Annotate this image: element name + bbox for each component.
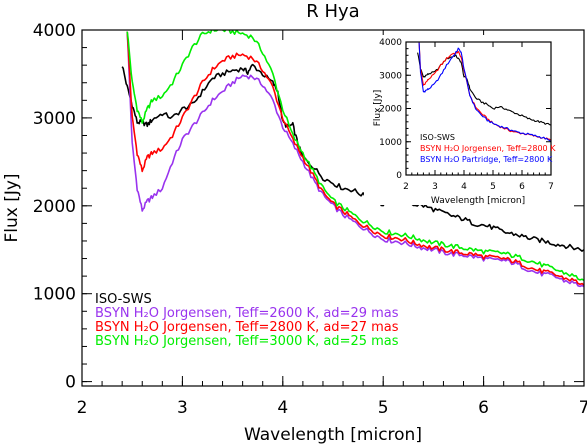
inset-series-group [417,42,551,143]
x-tick-label: 2 [403,182,409,192]
legend-entry-0: ISO-SWS [420,133,455,142]
y-tick-label: 4000 [33,21,76,41]
series-line-2 [418,42,551,143]
chart-title: R Hya [306,1,359,22]
main-plot-frame [81,29,585,387]
y-tick-label: 2000 [379,105,402,115]
series-line-1 [126,31,584,288]
inset-x-ticks: 2 3 4 5 6 7 [403,42,554,192]
series-line-3 [126,30,584,282]
x-tick-label: 3 [177,398,188,418]
legend-entry-2: BSYN H₂O Partridge, Teff=2800 K [420,155,553,164]
y-tick-label: 1000 [33,285,76,305]
series-line-2 [126,31,584,286]
x-tick-label: 7 [579,398,587,418]
main-plot-area: 2 3 4 5 6 7 0 1000 2000 3000 4000 [33,21,587,418]
legend-entry-3: BSYN H₂O Jorgensen, Teff=3000 K, ad=25 m… [95,334,399,349]
legend-entry-1: BSYN H₂O Jorgensen, Teff=2800 K [420,144,556,153]
x-tick-label: 4 [277,398,288,418]
x-tick-label: 6 [478,398,489,418]
x-tick-label: 7 [548,182,554,192]
y-tick-label: 1000 [379,138,402,148]
inset-y-axis-title: Flux [Jy] [373,90,383,127]
inset-x-axis-title: Wavelength [micron] [431,196,525,206]
legend-entry-0: ISO-SWS [95,292,152,307]
x-tick-label: 5 [378,398,389,418]
legend-entry-1: BSYN H₂O Jorgensen, Teff=2600 K, ad=29 m… [95,306,399,321]
y-tick-label: 4000 [379,38,402,48]
x-tick-label: 3 [432,182,438,192]
series-line-0 [121,63,584,252]
y-tick-label: 3000 [379,71,402,81]
x-tick-label: 5 [490,182,496,192]
x-axis-title: Wavelength [micron] [244,425,422,445]
inset-background [364,35,574,205]
main-x-ticks: 2 3 4 5 6 7 [77,30,587,418]
main-y-ticks: 0 1000 2000 3000 4000 [33,21,584,393]
x-tick-label: 2 [77,398,88,418]
y-tick-label: 3000 [33,109,76,129]
main-series-group [121,30,584,288]
legend-entry-2: BSYN H₂O Jorgensen, Teff=2800 K, ad=27 m… [95,320,399,335]
inset-chart: 2 3 4 5 6 7 0 1000 2000 3000 4000 Wavelength [mic… [364,35,574,206]
x-tick-label: 4 [461,182,467,192]
inset-legend: ISO-SWS BSYN H₂O Jorgensen, Teff=2800 K BS… [420,133,556,164]
y-tick-label: 0 [396,171,402,181]
y-tick-label: 0 [65,373,76,393]
x-tick-label: 6 [519,182,525,192]
y-axis-title: Flux [Jy] [2,173,22,242]
y-tick-label: 2000 [33,197,76,217]
series-line-0 [417,52,551,126]
inset-y-ticks: 0 1000 2000 3000 4000 [379,38,551,181]
